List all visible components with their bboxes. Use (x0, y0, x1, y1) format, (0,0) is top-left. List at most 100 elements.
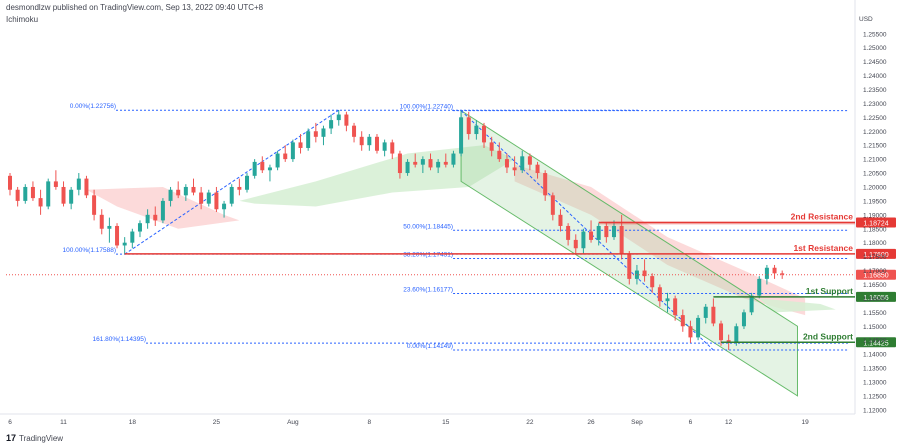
price-axis-tick: 1.13000 (863, 379, 887, 386)
candle-body (703, 306, 708, 318)
time-axis-tick: 26 (587, 419, 595, 426)
candle-body (566, 225, 571, 240)
price-axis-tick: 1.16500 (863, 282, 887, 289)
price-axis-tick: 1.21500 (863, 143, 887, 150)
candle-body (413, 161, 418, 165)
time-axis-tick: 12 (725, 419, 733, 426)
time-axis-tick: 8 (368, 419, 372, 426)
price-axis-tick: 1.15000 (863, 324, 887, 331)
candle-body (92, 195, 97, 215)
tradingview-logo-icon: 17 (6, 433, 17, 443)
candle-body (145, 214, 150, 224)
candle-body (589, 231, 594, 240)
candle-body (650, 276, 655, 288)
price-axis-tick: 1.15500 (863, 310, 887, 317)
candle-body (199, 192, 204, 204)
fib-trend-line (460, 110, 714, 351)
candle-body (543, 173, 548, 196)
candle-body (627, 253, 632, 279)
candle-body (764, 267, 769, 279)
time-axis-tick: 22 (526, 419, 534, 426)
price-axis-tick: 1.17500 (863, 254, 887, 261)
candle-body (757, 278, 762, 296)
price-axis-tick: 1.14000 (863, 352, 887, 359)
price-axis-tick: 1.23000 (863, 101, 887, 108)
candle-body (512, 167, 517, 171)
candle-body (84, 178, 89, 196)
price-axis-tick: 1.22000 (863, 129, 887, 136)
price-tag (856, 217, 896, 228)
price-axis-currency: USD (859, 16, 873, 23)
candle-body (107, 225, 112, 229)
candle-body (214, 192, 219, 210)
fib-level-label: 23.60%(1.16177) (403, 286, 453, 293)
price-axis-tick: 1.19500 (863, 198, 887, 205)
candle-body (780, 273, 785, 275)
candle-body (336, 114, 341, 121)
candle-body (53, 181, 58, 187)
candle-body (642, 270, 647, 277)
candle-body (405, 161, 410, 174)
candle-body (168, 189, 173, 201)
candle-body (382, 142, 387, 151)
time-axis-tick: 15 (442, 419, 450, 426)
candle-body (489, 142, 494, 151)
current-price-tag (856, 269, 896, 280)
price-tag-label: 1.18724 (863, 221, 888, 228)
candle-body (711, 306, 716, 324)
candle-body (772, 267, 777, 274)
price-axis-tick: 1.24500 (863, 59, 887, 66)
fib-level-label: 161.80%(1.14395) (93, 336, 147, 343)
tradingview-logo[interactable]: 17 TradingView (6, 433, 63, 443)
candle-body (38, 198, 43, 207)
candle-body (344, 114, 349, 126)
candle-body (573, 239, 578, 249)
candle-body (191, 186, 196, 193)
candle-body (275, 153, 280, 168)
level-label: 1st Support (806, 286, 853, 296)
candle-body (290, 142, 295, 160)
fib-level-label: 50.00%(1.18445) (403, 223, 453, 230)
price-axis-tick: 1.12500 (863, 393, 887, 400)
candle-body (8, 175, 12, 190)
candle-body (397, 153, 402, 174)
candle-body (420, 159, 425, 165)
price-tag (856, 248, 896, 259)
candle-body (99, 214, 104, 229)
candle-body (260, 161, 265, 171)
price-tag-label: 1.14425 (863, 340, 888, 347)
candle-body (459, 117, 464, 154)
candle-body (611, 225, 616, 238)
candle-body (749, 295, 754, 313)
price-axis-tick: 1.24000 (863, 73, 887, 80)
indicator-label[interactable]: Ichimoku (6, 15, 39, 24)
candle-body (390, 142, 395, 154)
price-axis-tick: 1.23500 (863, 87, 887, 94)
time-axis-tick: 11 (60, 419, 67, 426)
candle-body (46, 181, 51, 207)
price-tag-label: 1.16056 (863, 295, 888, 302)
candle-body (527, 156, 532, 165)
price-tag (856, 291, 896, 302)
price-axis-tick: 1.14500 (863, 338, 887, 345)
price-axis-tick: 1.20500 (863, 171, 887, 178)
price-axis-tick: 1.16000 (863, 296, 887, 303)
level-label: 2nd Resistance (791, 212, 854, 222)
candle-body (298, 142, 303, 148)
fib-level-label: 100.00%(1.22740) (400, 104, 454, 111)
time-axis-tick: 25 (213, 419, 221, 426)
price-axis-tick: 1.18500 (863, 226, 887, 233)
current-price-tag-label: 1.16850 (863, 273, 888, 280)
candle-body (581, 231, 586, 249)
price-tag-label: 1.17600 (863, 252, 888, 259)
candle-body (497, 150, 502, 160)
candle-body (61, 186, 66, 204)
candle-body (474, 125, 479, 135)
candle-body (23, 186, 28, 201)
price-axis-tick: 1.25000 (863, 45, 887, 52)
time-axis-tick: 6 (8, 419, 12, 426)
candle-body (596, 225, 601, 240)
tradingview-brand: TradingView (19, 433, 64, 443)
